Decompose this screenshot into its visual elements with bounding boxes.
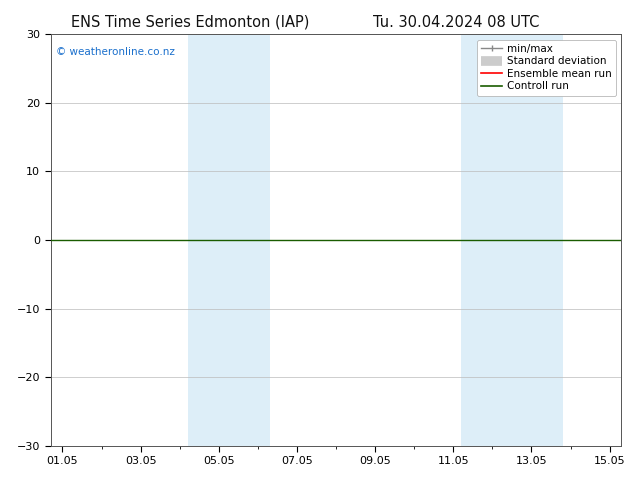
Text: ENS Time Series Edmonton (IAP): ENS Time Series Edmonton (IAP) xyxy=(71,15,309,30)
Text: © weatheronline.co.nz: © weatheronline.co.nz xyxy=(56,47,175,57)
Bar xyxy=(219,34,269,446)
Legend: min/max, Standard deviation, Ensemble mean run, Controll run: min/max, Standard deviation, Ensemble me… xyxy=(477,40,616,96)
Bar xyxy=(461,34,493,446)
Bar xyxy=(188,34,219,446)
Bar xyxy=(493,34,563,446)
Text: Tu. 30.04.2024 08 UTC: Tu. 30.04.2024 08 UTC xyxy=(373,15,540,30)
